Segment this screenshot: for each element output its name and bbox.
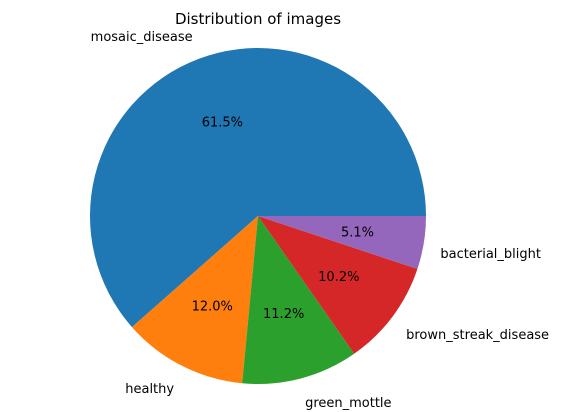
slices-layer: [90, 48, 426, 384]
category-label-bacterial-blight: bacterial_blight: [440, 247, 541, 262]
chart-title: Distribution of images: [175, 10, 341, 28]
category-label-healthy: healthy: [125, 382, 174, 397]
pct-label-healthy: 12.0%: [192, 299, 233, 314]
pct-label-mosaic-disease: 61.5%: [202, 115, 243, 130]
pct-label-green-mottle: 11.2%: [263, 307, 304, 322]
category-label-green-mottle: green_mottle: [305, 396, 391, 411]
category-label-brown-streak-disease: brown_streak_disease: [406, 328, 549, 343]
pct-label-bacterial-blight: 5.1%: [341, 226, 374, 241]
pct-label-brown-streak-disease: 10.2%: [318, 270, 359, 285]
category-label-mosaic-disease: mosaic_disease: [91, 30, 193, 45]
